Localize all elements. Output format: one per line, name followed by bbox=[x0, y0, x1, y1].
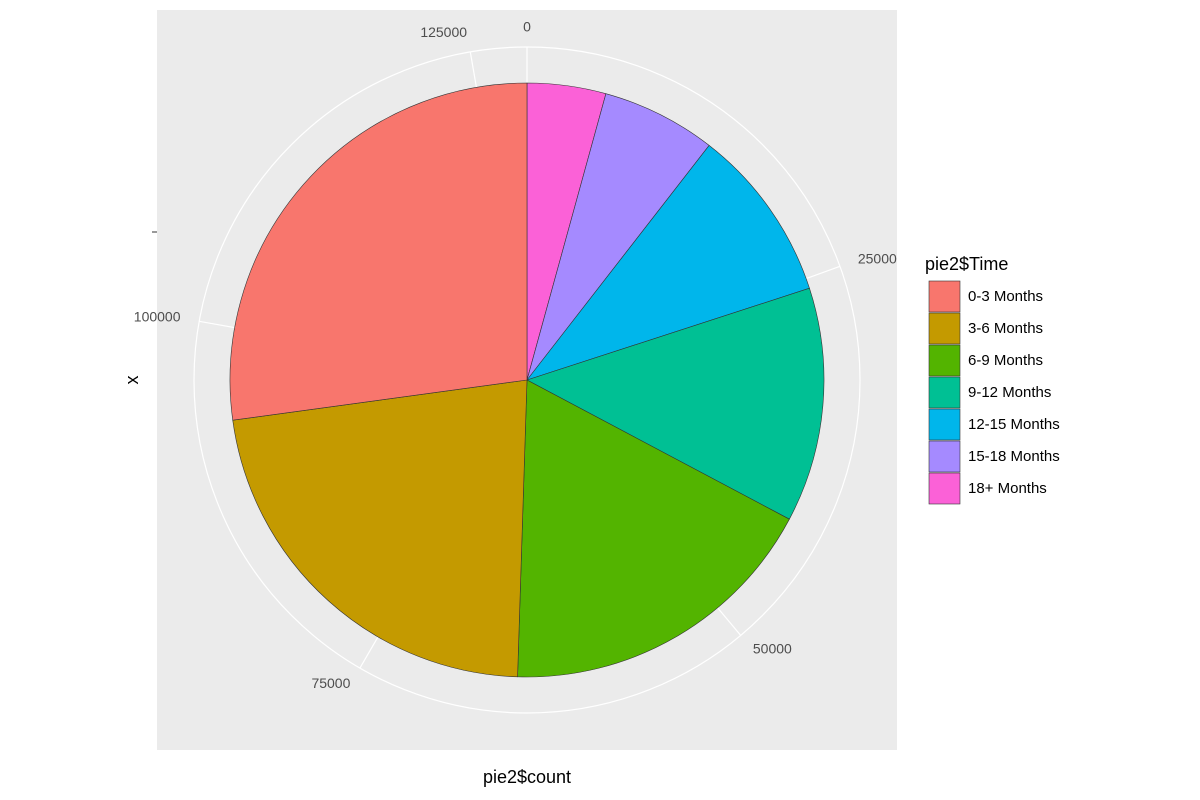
legend-label: 6-9 Months bbox=[968, 352, 1043, 369]
x-tick-label: 25000 bbox=[858, 251, 897, 267]
x-axis-title: pie2$count bbox=[483, 767, 571, 787]
legend-key bbox=[928, 312, 961, 345]
legend-label: 18+ Months bbox=[968, 480, 1047, 497]
legend-key bbox=[928, 376, 961, 409]
legend: 0-3 Months 3-6 Months 6-9 Months 9-12 Month… bbox=[928, 280, 1060, 505]
x-tick-label: 125000 bbox=[420, 24, 467, 40]
legend-key bbox=[928, 472, 961, 505]
legend-key bbox=[928, 344, 961, 377]
legend-label: 0-3 Months bbox=[968, 288, 1043, 305]
x-tick-label: 100000 bbox=[134, 309, 181, 325]
slices bbox=[229, 82, 825, 678]
legend-label: 12-15 Months bbox=[968, 416, 1060, 433]
x-tick-label: 0 bbox=[523, 19, 531, 35]
legend-label: 9-12 Months bbox=[968, 384, 1051, 401]
legend-key bbox=[928, 440, 961, 473]
x-tick-label: 50000 bbox=[753, 641, 792, 657]
legend-key bbox=[928, 408, 961, 441]
pie-slice bbox=[517, 379, 790, 678]
x-tick-label: 75000 bbox=[311, 675, 350, 691]
pie-slice bbox=[526, 93, 710, 381]
pie-slice bbox=[526, 287, 825, 520]
legend-key bbox=[928, 280, 961, 313]
legend-label: 15-18 Months bbox=[968, 448, 1060, 465]
y-axis-title: x bbox=[122, 376, 142, 385]
pie-slice bbox=[229, 82, 528, 421]
pie-slice bbox=[232, 379, 528, 678]
pie-slice bbox=[526, 144, 810, 381]
legend-title: pie2$Time bbox=[925, 254, 1008, 274]
legend-label: 3-6 Months bbox=[968, 320, 1043, 337]
